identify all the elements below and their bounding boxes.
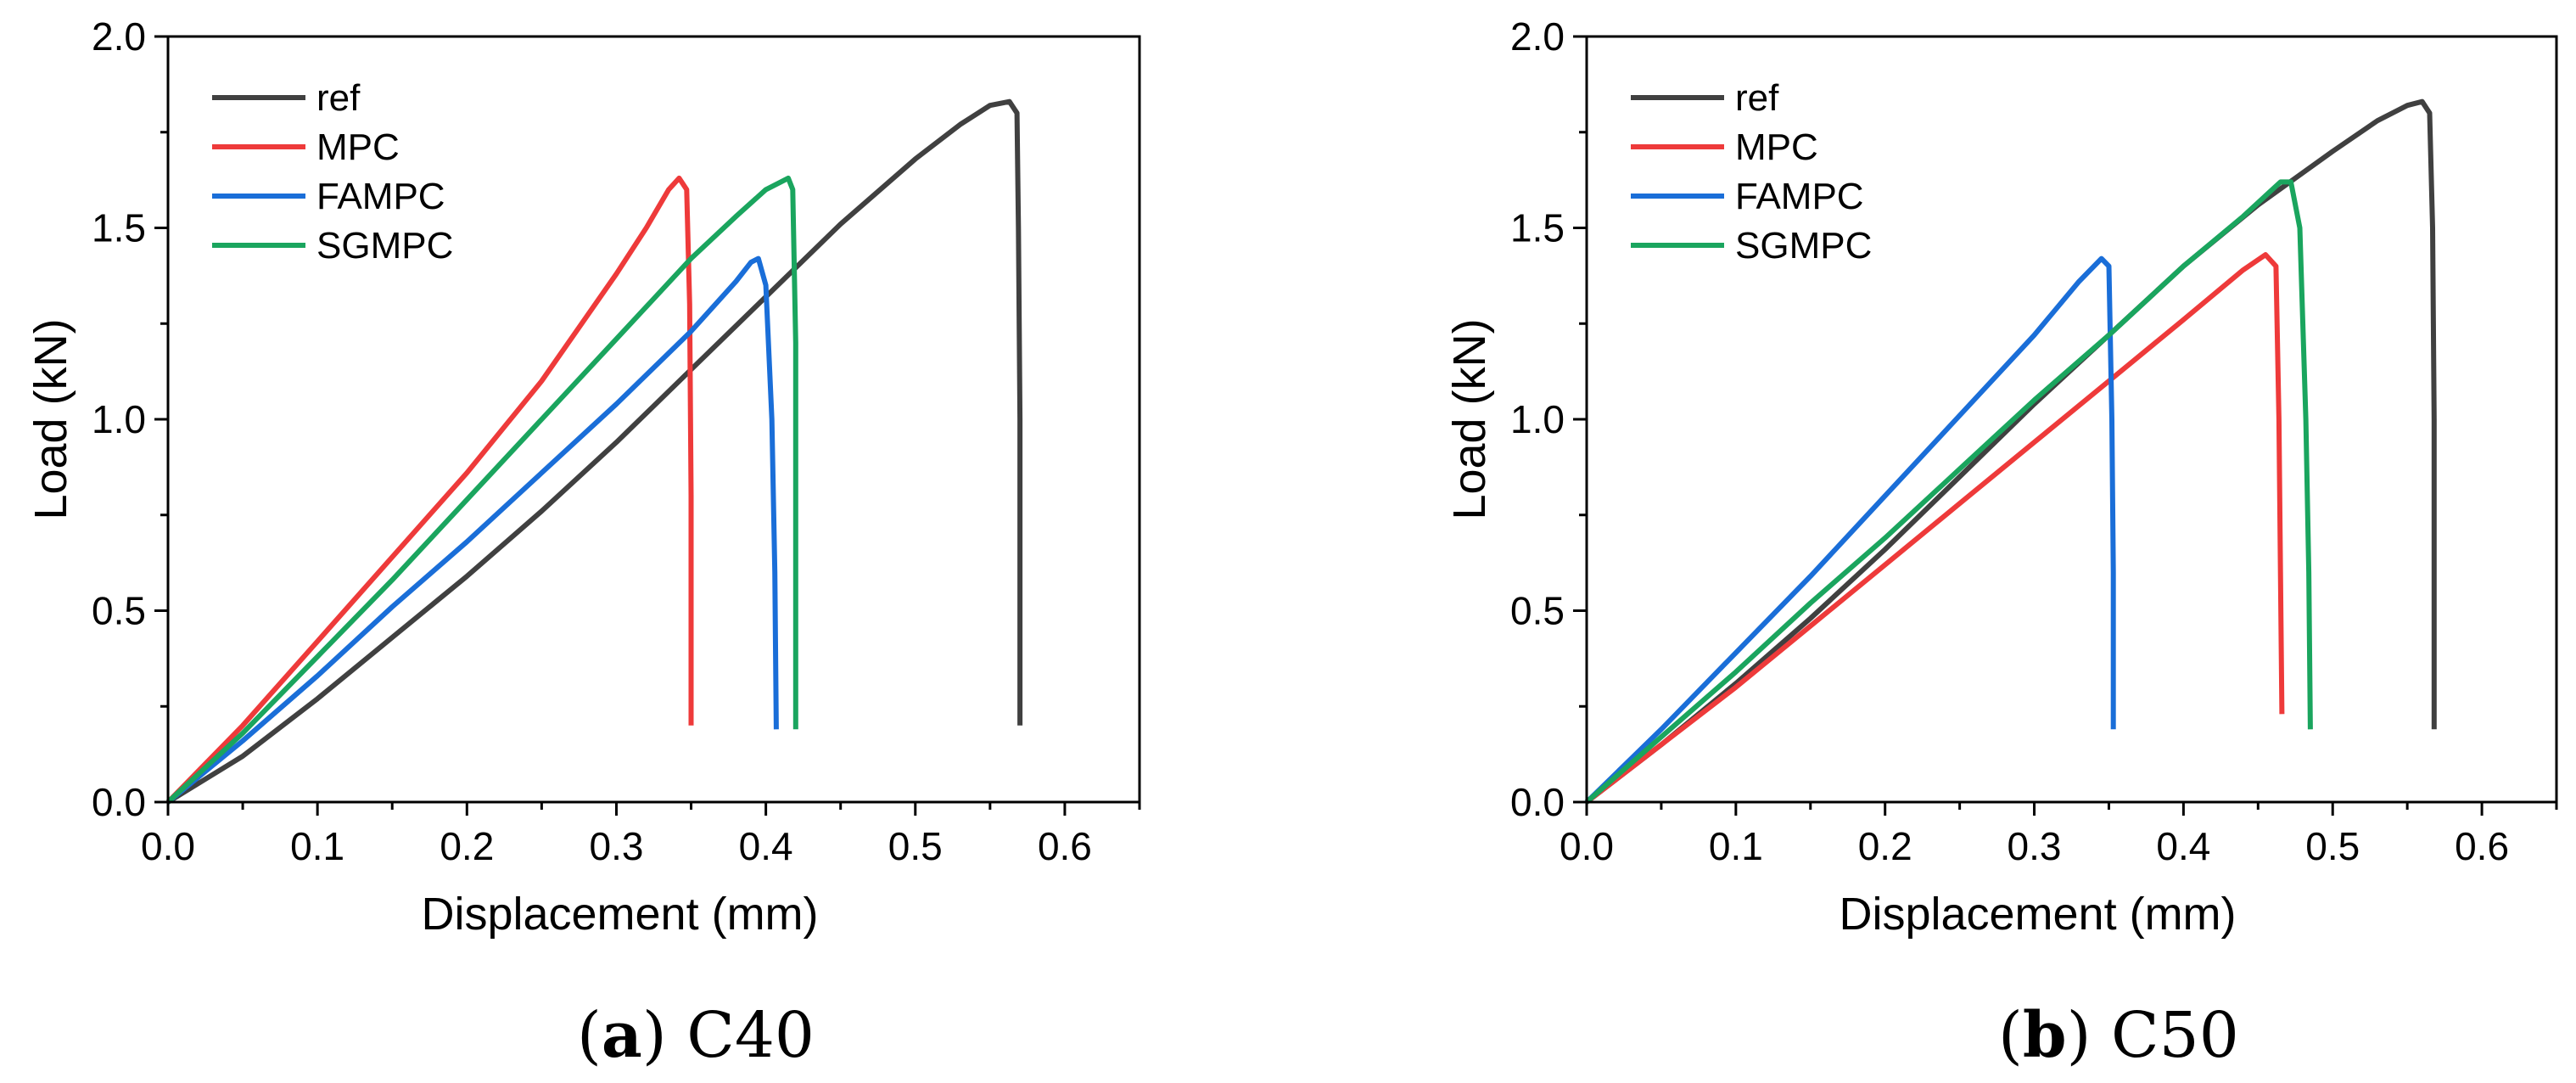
y-tick-label: 0.5	[92, 589, 146, 633]
panel-caption: (a) C40	[577, 999, 815, 1072]
x-tick-label: 0.6	[1038, 824, 1092, 868]
x-tick-label: 0.4	[2156, 824, 2210, 868]
y-tick-label: 1.5	[92, 206, 146, 250]
x-tick-label: 0.0	[141, 824, 195, 868]
series-line-fampc	[1584, 255, 2116, 805]
y-axis-label: Load (kN)	[25, 318, 76, 519]
y-tick-label: 1.0	[1510, 397, 1565, 441]
x-tick-label: 0.0	[1560, 824, 1614, 868]
legend-label-mpc: MPC	[1735, 126, 1818, 168]
series-line-mpc	[165, 175, 694, 805]
x-tick-label: 0.5	[2305, 824, 2360, 868]
legend-label-ref: ref	[1735, 77, 1779, 119]
panel-caption: (b) C50	[1998, 999, 2239, 1072]
legend-label-mpc: MPC	[316, 126, 400, 168]
y-tick-label: 1.5	[1510, 206, 1565, 250]
y-tick-label: 0.0	[1510, 780, 1565, 824]
series-line-ref	[166, 98, 1023, 805]
x-tick-label: 0.2	[1858, 824, 1912, 868]
legend-label-fampc: FAMPC	[316, 176, 445, 217]
legend-label-sgmpc: SGMPC	[1735, 225, 1872, 267]
legend-label-fampc: FAMPC	[1735, 176, 1864, 217]
x-axis-label: Displacement (mm)	[421, 889, 818, 940]
x-tick-label: 0.5	[888, 824, 943, 868]
x-tick-label: 0.1	[1709, 824, 1763, 868]
y-tick-label: 0.0	[92, 780, 146, 824]
x-tick-label: 0.3	[2008, 824, 2062, 868]
series-line-sgmpc	[165, 175, 798, 805]
series-line-fampc	[166, 255, 779, 805]
y-tick-label: 2.0	[1510, 14, 1565, 59]
y-tick-label: 0.5	[1510, 589, 1565, 633]
panel-b: 0.0 0.1 0.2 0.3 0.4 0.5 0.6 0.0 0.5 1.0 1.5 2.0 Disp…	[1444, 14, 2558, 1072]
x-tick-label: 0.3	[589, 824, 643, 868]
series-line-sgmpc	[1585, 179, 2313, 805]
y-tick-label: 1.0	[92, 397, 146, 441]
y-axis-label: Load (kN)	[1444, 318, 1495, 519]
x-tick-label: 0.2	[440, 824, 494, 868]
panel-a: 0.0 0.1 0.2 0.3 0.4 0.5 0.6 0.0 0.5 1.0 1.5 2.0 Disp…	[25, 14, 1141, 1072]
legend-label-ref: ref	[316, 77, 361, 119]
x-axis-label: Displacement (mm)	[1839, 889, 2236, 940]
x-tick-label: 0.1	[290, 824, 344, 868]
x-tick-label: 0.4	[739, 824, 793, 868]
y-tick-label: 2.0	[92, 14, 146, 59]
series-line-mpc	[1585, 252, 2285, 805]
legend-label-sgmpc: SGMPC	[316, 225, 453, 267]
x-tick-label: 0.6	[2455, 824, 2509, 868]
plot-frame	[166, 35, 1141, 804]
